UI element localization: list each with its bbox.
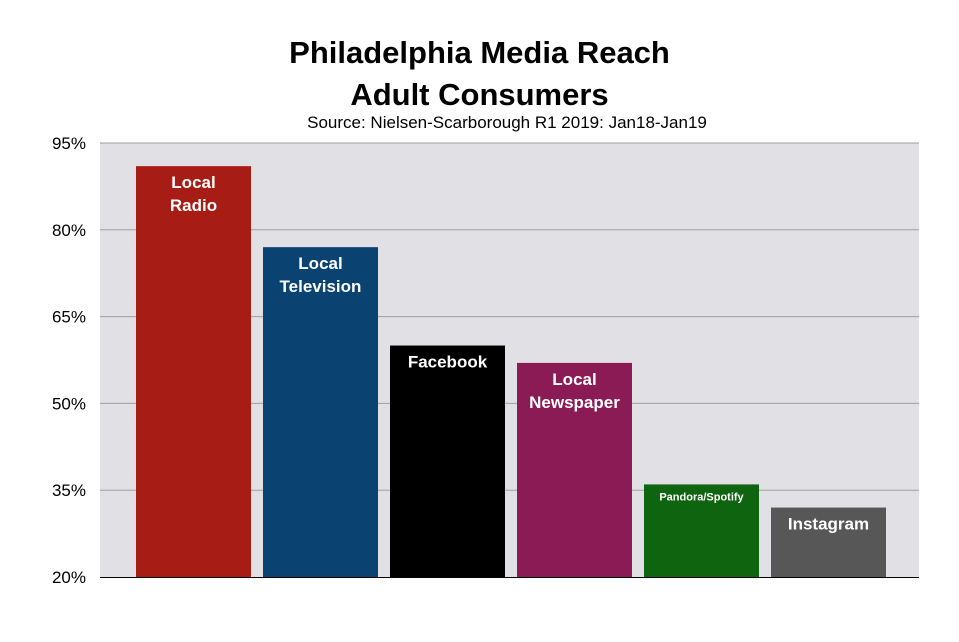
bar-label: Television (280, 277, 362, 296)
y-tick-label: 95% (52, 134, 86, 153)
bar (644, 484, 759, 577)
y-tick-label: 50% (52, 394, 86, 413)
bar-label: Instagram (788, 515, 869, 534)
y-tick-label: 65% (52, 308, 86, 327)
bar (517, 362, 632, 577)
chart-title-line-2: Adult Consumers (350, 77, 609, 112)
bar (263, 247, 378, 577)
y-tick-label: 80% (52, 221, 86, 240)
bar-label: Radio (170, 196, 217, 215)
bar (390, 345, 505, 577)
chart-subtitle: Source: Nielsen-Scarborough R1 2019: Jan… (307, 113, 707, 132)
bar-label: Facebook (408, 353, 488, 372)
y-tick-label: 20% (52, 568, 86, 587)
bar-label: Pandora/Spotify (659, 491, 744, 503)
bar (136, 166, 251, 577)
y-tick-label: 35% (52, 481, 86, 500)
bar (771, 507, 886, 577)
bar-label: Local (552, 370, 596, 389)
bar-label: Newspaper (529, 393, 620, 412)
bar-label: Local (171, 173, 215, 192)
chart-title-line-1: Philadelphia Media Reach (289, 35, 670, 70)
bar-label: Local (298, 254, 342, 273)
